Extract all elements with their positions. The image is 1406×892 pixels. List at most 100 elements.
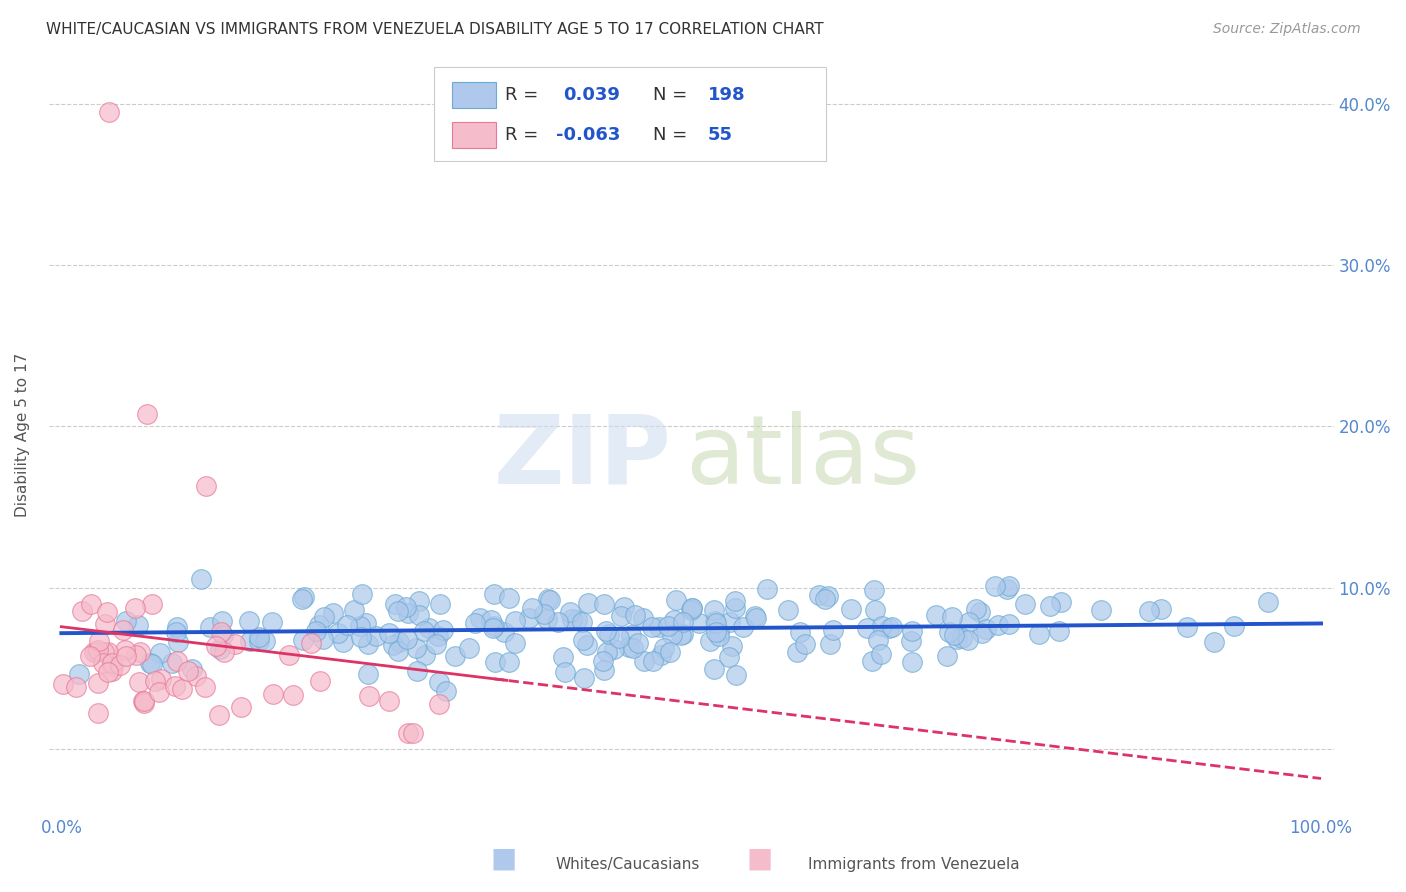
Point — [127, 618, 149, 632]
Point — [93, 617, 115, 632]
Point — [623, 608, 645, 623]
Point — [595, 624, 617, 638]
Text: N =: N = — [652, 126, 693, 144]
Point — [1014, 597, 1036, 611]
Point — [870, 647, 893, 661]
Point — [111, 623, 134, 637]
Point — [413, 624, 436, 638]
Text: 0.039: 0.039 — [562, 86, 620, 103]
Point — [67, 666, 90, 681]
Point — [1256, 595, 1278, 609]
Point — [125, 648, 148, 662]
Point — [205, 639, 228, 653]
Point — [149, 646, 172, 660]
Point — [870, 618, 893, 632]
Point — [704, 615, 727, 630]
Point — [359, 689, 381, 703]
Point — [598, 626, 620, 640]
Point — [786, 645, 808, 659]
Text: -0.063: -0.063 — [557, 126, 620, 144]
Point — [139, 656, 162, 670]
Point — [596, 645, 619, 659]
Point — [707, 630, 730, 644]
Point — [1175, 620, 1198, 634]
Text: atlas: atlas — [685, 411, 920, 504]
Point — [93, 645, 115, 659]
Point — [724, 594, 747, 608]
Point — [789, 625, 811, 640]
Text: WHITE/CAUCASIAN VS IMMIGRANTS FROM VENEZUELA DISABILITY AGE 5 TO 17 CORRELATION : WHITE/CAUCASIAN VS IMMIGRANTS FROM VENEZ… — [46, 22, 824, 37]
Point — [150, 672, 173, 686]
Point — [108, 657, 131, 672]
Point — [83, 645, 105, 659]
Point — [703, 614, 725, 628]
Point — [291, 592, 314, 607]
Point — [984, 579, 1007, 593]
Point — [194, 680, 217, 694]
Y-axis label: Disability Age 5 to 17: Disability Age 5 to 17 — [15, 352, 30, 516]
Point — [592, 654, 614, 668]
Point — [900, 633, 922, 648]
Point — [554, 665, 576, 679]
Point — [610, 609, 633, 624]
Point — [457, 641, 479, 656]
Point — [87, 706, 110, 720]
FancyBboxPatch shape — [434, 67, 827, 161]
Point — [283, 688, 305, 702]
Point — [132, 697, 155, 711]
Point — [398, 606, 420, 620]
Point — [253, 634, 276, 648]
Point — [482, 621, 505, 635]
Point — [987, 618, 1010, 632]
Point — [704, 624, 727, 639]
Point — [427, 697, 450, 711]
Point — [482, 619, 505, 633]
Point — [87, 634, 110, 648]
Point — [607, 631, 630, 645]
Point — [718, 650, 741, 665]
Point — [817, 589, 839, 603]
Point — [425, 637, 447, 651]
Point — [384, 597, 406, 611]
Point — [312, 632, 335, 646]
Point — [745, 610, 768, 624]
Point — [357, 667, 380, 681]
Point — [305, 624, 328, 638]
Point — [395, 599, 418, 614]
Point — [434, 683, 457, 698]
Point — [136, 407, 159, 421]
Point — [408, 594, 430, 608]
Point — [863, 603, 886, 617]
Point — [794, 637, 817, 651]
Point — [312, 610, 335, 624]
Point — [620, 628, 643, 642]
Point — [956, 632, 979, 647]
Point — [498, 591, 520, 605]
Point — [650, 648, 672, 662]
Point — [721, 639, 744, 653]
Point — [950, 631, 973, 645]
Point — [322, 606, 344, 620]
Point — [866, 633, 889, 648]
Point — [723, 601, 745, 615]
Point — [776, 602, 799, 616]
Point — [209, 624, 232, 639]
Point — [97, 644, 120, 658]
Point — [862, 582, 884, 597]
Point — [492, 624, 515, 639]
Point — [654, 641, 676, 656]
Point — [426, 629, 449, 643]
Point — [208, 708, 231, 723]
Point — [681, 601, 703, 615]
Point — [349, 618, 371, 632]
Point — [292, 633, 315, 648]
Point — [247, 630, 270, 644]
Point — [260, 615, 283, 629]
Point — [662, 614, 685, 628]
Point — [659, 645, 682, 659]
Point — [1047, 624, 1070, 638]
Point — [163, 679, 186, 693]
Point — [575, 638, 598, 652]
Point — [974, 622, 997, 636]
Point — [877, 621, 900, 635]
